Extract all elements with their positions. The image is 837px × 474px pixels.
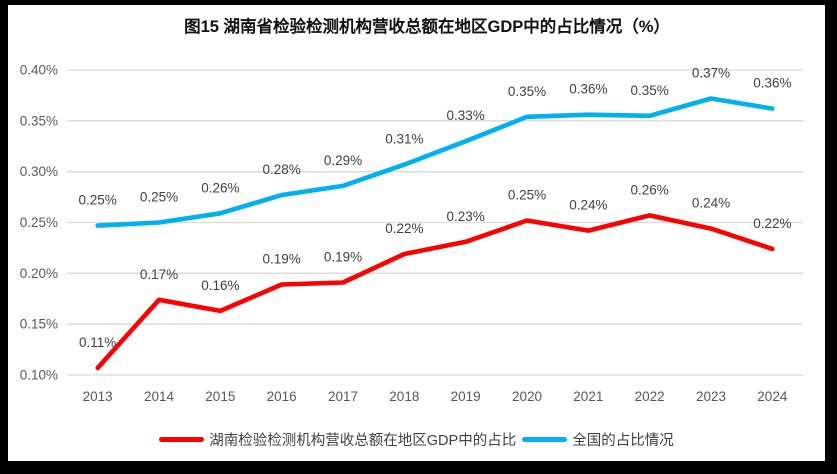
legend-line-sample-red [159, 437, 205, 442]
x-tick-label: 2022 [635, 389, 665, 404]
chart-canvas: 图15 湖南省检验检测机构营收总额在地区GDP中的占比情况（%） 0.40% 0.… [8, 5, 825, 461]
x-tick-label: 2014 [144, 389, 175, 404]
y-tick-label: 0.10% [20, 368, 58, 383]
legend-line-sample-blue [522, 437, 568, 442]
x-tick-label: 2023 [696, 389, 726, 404]
x-tick-label: 2020 [512, 389, 542, 404]
line-chart: 0.40% 0.35% 0.30% 0.25% 0.20% 0.15% 0.10% 2013 2… [20, 63, 803, 404]
series-line [95, 96, 775, 228]
data-label: 0.17% [140, 267, 178, 282]
x-tick-label: 2016 [267, 389, 297, 404]
data-label: 0.36% [753, 76, 791, 91]
data-label: 0.33% [447, 108, 485, 123]
legend-item-national: 全国的占比情况 [522, 429, 674, 450]
data-label: 0.11% [79, 335, 116, 350]
data-label: 0.16% [201, 278, 239, 293]
data-label: 0.19% [263, 252, 301, 267]
y-tick-label: 0.40% [20, 63, 58, 78]
data-label: 0.26% [201, 180, 239, 195]
data-label: 0.35% [508, 84, 546, 99]
x-tick-label: 2018 [389, 389, 419, 404]
data-label: 0.19% [324, 249, 362, 264]
x-tick-label: 2013 [83, 389, 113, 404]
data-label: 0.36% [569, 82, 607, 97]
chart-legend: 湖南检验检测机构营收总额在地区GDP中的占比 全国的占比情况 [8, 429, 825, 450]
legend-label-hunan: 湖南检验检测机构营收总额在地区GDP中的占比 [209, 433, 517, 449]
x-tick-label: 2021 [573, 389, 603, 404]
data-label: 0.35% [631, 83, 669, 98]
data-label: 0.37% [692, 65, 730, 80]
series-line [95, 213, 775, 371]
data-label: 0.25% [79, 193, 117, 208]
x-tick-label: 2019 [451, 389, 481, 404]
data-label: 0.24% [692, 196, 730, 211]
data-label: 0.29% [324, 153, 362, 168]
y-tick-label: 0.25% [20, 215, 58, 230]
data-label: 0.22% [385, 221, 423, 236]
x-tick-label: 2024 [757, 389, 788, 404]
x-tick-label: 2017 [328, 389, 358, 404]
data-label: 0.31% [385, 132, 423, 147]
data-label: 0.28% [263, 162, 301, 177]
y-tick-label: 0.35% [20, 113, 58, 128]
legend-label-national: 全国的占比情况 [572, 433, 674, 449]
data-label: 0.24% [569, 198, 607, 213]
data-label: 0.22% [753, 216, 791, 231]
legend-item-hunan: 湖南检验检测机构营收总额在地区GDP中的占比 [159, 429, 516, 450]
y-tick-label: 0.15% [20, 317, 58, 332]
data-label: 0.23% [447, 209, 485, 224]
data-label: 0.25% [508, 187, 546, 202]
x-tick-label: 2015 [205, 389, 235, 404]
y-tick-label: 0.30% [20, 164, 58, 179]
data-label: 0.26% [631, 182, 669, 197]
chart-title: 图15 湖南省检验检测机构营收总额在地区GDP中的占比情况（%） [184, 18, 670, 36]
y-tick-label: 0.20% [20, 266, 58, 281]
data-label: 0.25% [140, 190, 178, 205]
